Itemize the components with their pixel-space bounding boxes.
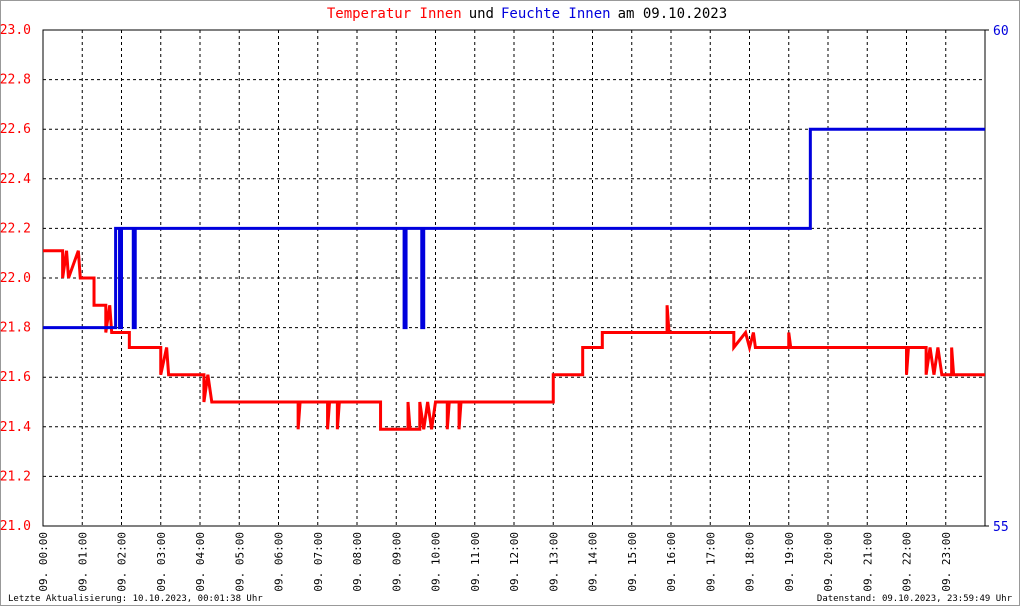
x-tick-label: 09. 07:00 — [312, 532, 325, 592]
x-tick-label: 09. 20:00 — [822, 532, 835, 592]
plot-border — [42, 29, 986, 527]
title-part: am 09.10.2023 — [618, 6, 728, 22]
x-tick-label: 09. 05:00 — [233, 532, 246, 592]
y-tick-label: 21.4 — [0, 420, 31, 435]
y-tick-label: 21.2 — [0, 469, 31, 484]
x-tick-label: 09. 19:00 — [783, 532, 796, 592]
footer-right: Datenstand: 09.10.2023, 23:59:49 Uhr — [817, 594, 1013, 604]
y-tick-label: 22.4 — [0, 172, 31, 187]
title-part: und — [469, 6, 494, 22]
x-tick-label: 09. 11:00 — [469, 532, 482, 592]
x-tick-label: 09. 09:00 — [390, 532, 403, 592]
series-line — [43, 127, 985, 330]
chart-title: Temperatur Innen und Feuchte Innen am 09.10… — [327, 6, 727, 22]
y-tick-label: 21.0 — [0, 519, 31, 534]
x-tick-label: 09. 15:00 — [626, 532, 639, 592]
y-tick-label: 22.6 — [0, 122, 31, 137]
x-tick-label: 09. 21:00 — [861, 532, 874, 592]
x-tick-label: 09. 06:00 — [273, 532, 286, 592]
x-tick-label: 09. 08:00 — [351, 532, 364, 592]
x-tick-label: 09. 23:00 — [940, 532, 953, 592]
y-tick-label: 22.2 — [0, 221, 31, 236]
y-tick-label: 22.8 — [0, 73, 31, 88]
x-tick-label: 09. 18:00 — [744, 532, 757, 592]
x-tick-label: 09. 04:00 — [194, 532, 207, 592]
x-tick-label: 09. 00:00 — [37, 532, 50, 592]
x-tick-label: 09. 13:00 — [547, 532, 560, 592]
x-tick-label: 09. 12:00 — [508, 532, 521, 592]
x-tick-label: 09. 22:00 — [901, 532, 914, 592]
y-tick-label: 21.6 — [0, 370, 31, 385]
title-part: Temperatur Innen — [327, 6, 462, 22]
y2-tick-label: 55 — [993, 520, 1009, 535]
y-tick-label: 22.0 — [0, 271, 31, 286]
series-line — [43, 249, 985, 431]
y-tick-label: 21.8 — [0, 321, 31, 336]
title-part: Feuchte Innen — [501, 6, 611, 22]
x-tick-label: 09. 17:00 — [704, 532, 717, 592]
footer-left: Letzte Aktualisierung: 10.10.2023, 00:01… — [8, 594, 263, 604]
x-tick-label: 09. 03:00 — [155, 532, 168, 592]
x-tick-label: 09. 02:00 — [116, 532, 129, 592]
x-tick-label: 09. 01:00 — [76, 532, 89, 592]
y2-tick-label: 60 — [993, 24, 1009, 39]
x-tick-label: 09. 14:00 — [587, 532, 600, 592]
x-tick-label: 09. 10:00 — [430, 532, 443, 592]
x-tick-label: 09. 16:00 — [665, 532, 678, 592]
y-tick-label: 23.0 — [0, 23, 31, 38]
